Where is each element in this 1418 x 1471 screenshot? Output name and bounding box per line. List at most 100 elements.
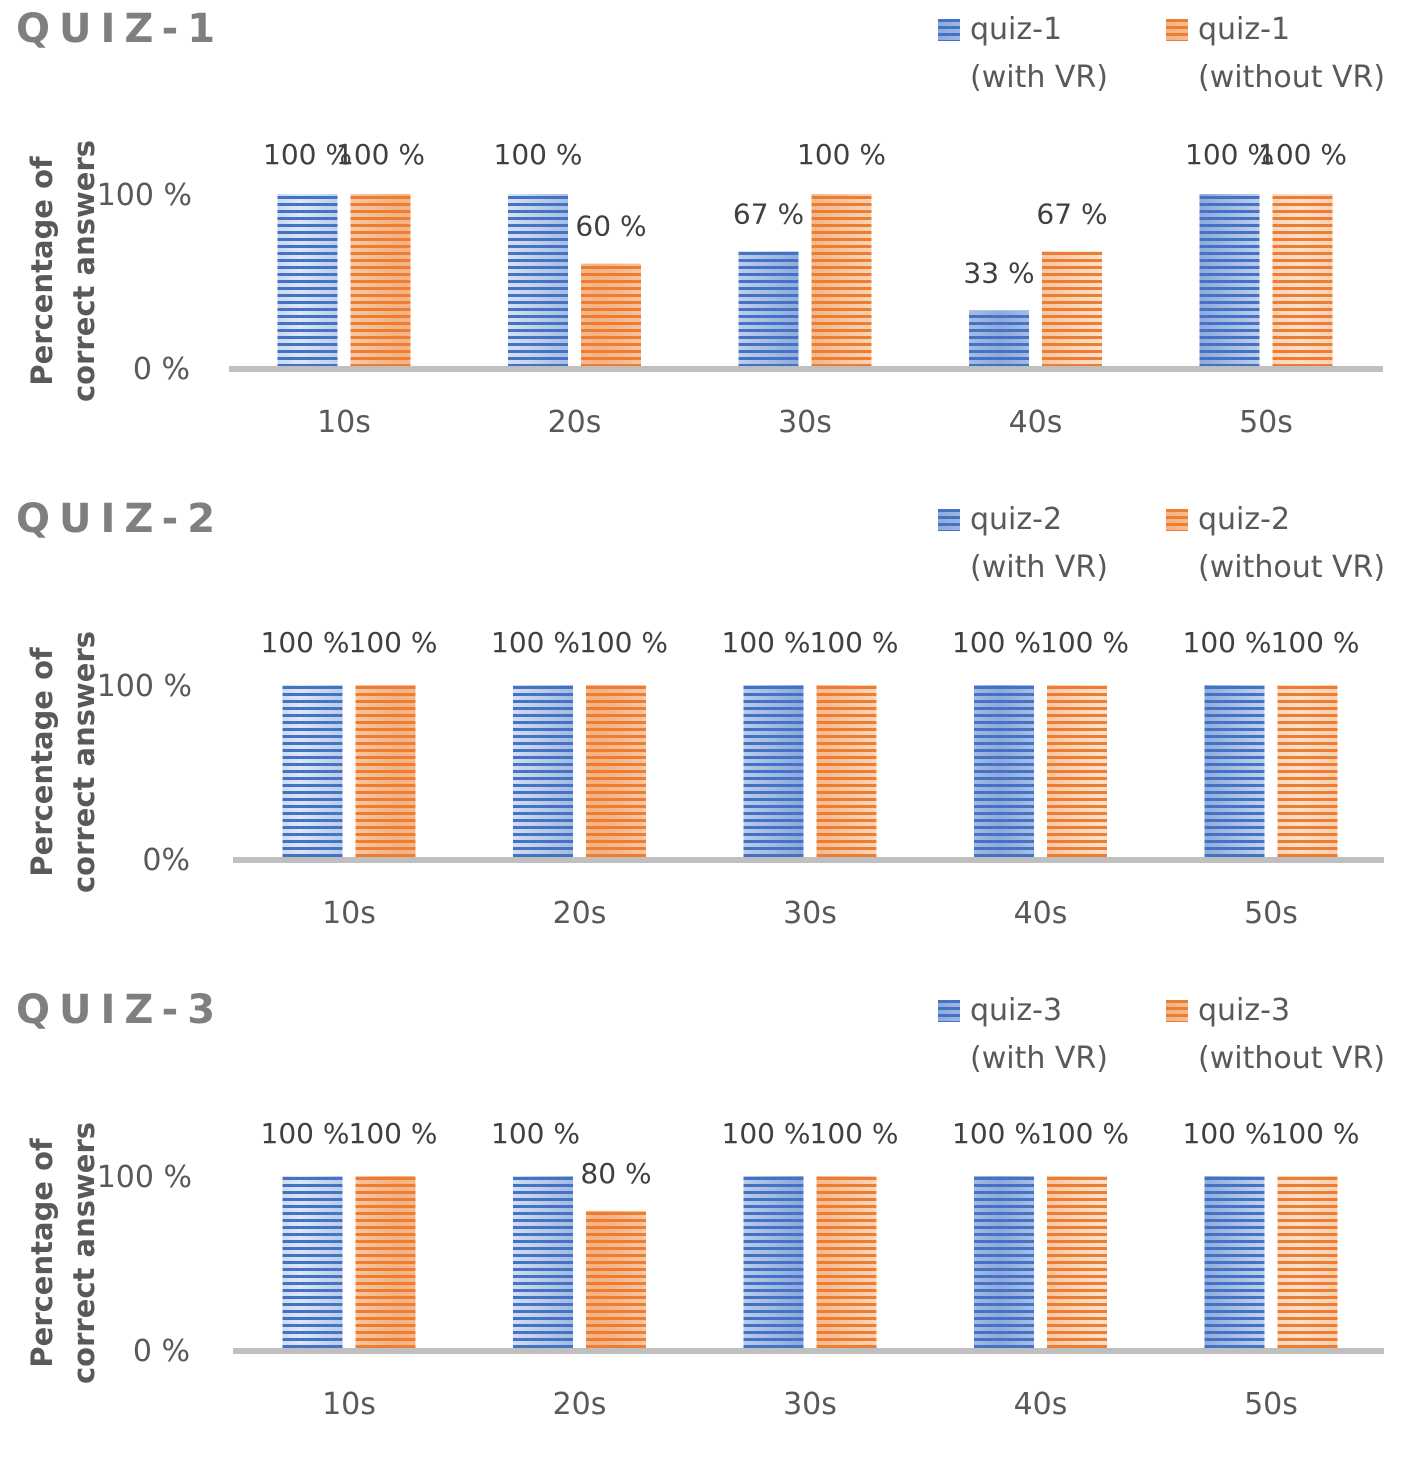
legend-label-line1: quiz-2 (1198, 502, 1291, 537)
bar-with-vr (508, 194, 568, 368)
legend-label-line1: quiz-1 (1198, 12, 1291, 47)
legend-label-line2: (with VR) (970, 550, 1108, 585)
legend-label-line2: (without VR) (1198, 550, 1386, 585)
bar-with-vr (513, 685, 573, 859)
legend-label-line2: (with VR) (970, 60, 1108, 95)
data-label: 100 % (1258, 138, 1347, 171)
data-label: 100 % (1040, 626, 1129, 659)
legend-swatch-without-vr (1166, 19, 1188, 41)
y-tick-label: 0 % (133, 1334, 190, 1369)
y-axis-title: Percentage of correct answers (25, 631, 101, 893)
data-label: 100 % (491, 1117, 580, 1150)
data-label: 100 % (263, 138, 352, 171)
bar-without-vr (355, 1176, 416, 1350)
bar-with-vr (974, 685, 1034, 859)
data-label: 67 % (1036, 197, 1107, 230)
x-tick-label: 30s (778, 405, 832, 440)
chart-title: QUIZ-1 (16, 6, 225, 52)
x-tick-label: 50s (1244, 1387, 1298, 1422)
data-label: 100 % (952, 626, 1041, 659)
x-tick-label: 10s (322, 1387, 376, 1422)
bar-with-vr (969, 310, 1029, 368)
legend-swatch-with-vr (938, 19, 960, 41)
data-label: 100 % (579, 626, 668, 659)
x-tick-label: 20s (553, 1387, 607, 1422)
legend-swatch-without-vr (1166, 509, 1188, 531)
chart-title: QUIZ-2 (16, 496, 225, 542)
x-tick-label: 40s (1014, 896, 1068, 931)
data-label: 100 % (952, 1117, 1041, 1150)
y-tick-label: 100 % (97, 1160, 192, 1195)
x-tick-label: 10s (317, 405, 371, 440)
x-axis-line (229, 366, 1383, 372)
data-label: 100 % (1185, 138, 1274, 171)
legend-label-line2: (with VR) (970, 1041, 1108, 1076)
y-axis-title: Percentage of correct answers (25, 1122, 101, 1384)
x-tick-label: 20s (553, 896, 607, 931)
data-label: 33 % (963, 257, 1034, 290)
x-tick-label: 40s (1014, 1387, 1068, 1422)
bar-with-vr (1204, 1176, 1265, 1350)
data-label: 100 % (261, 626, 350, 659)
data-label: 100 % (722, 1117, 811, 1150)
bar-without-vr (1277, 1176, 1338, 1350)
quiz-3-chart: QUIZ-3 quiz-3 (with VR) quiz-3 (without VR… (0, 981, 1418, 1471)
y-tick-label: 0 % (133, 352, 190, 387)
x-tick-label: 20s (548, 405, 602, 440)
y-axis-title-line: correct answers (67, 1122, 101, 1384)
y-axis-title: Percentage of correct answers (25, 140, 101, 402)
bar-with-vr (974, 1176, 1034, 1350)
bar-with-vr (1204, 685, 1265, 859)
bar-without-vr (816, 1176, 877, 1350)
x-tick-label: 30s (783, 1387, 837, 1422)
bar-with-vr (282, 1176, 343, 1350)
bar-without-vr (350, 194, 411, 368)
data-label: 100 % (349, 626, 438, 659)
bar-with-vr (743, 685, 804, 859)
data-label: 100 % (336, 138, 425, 171)
bar-without-vr (586, 1210, 646, 1350)
bar-without-vr (1047, 685, 1107, 859)
y-axis-title-line: Percentage of (25, 1138, 59, 1368)
bar-with-vr (743, 1176, 804, 1350)
x-tick-label: 40s (1009, 405, 1063, 440)
plot-area: Percentage of correct answers 0 %100 %100 … (25, 1117, 1384, 1422)
legend-swatch-with-vr (938, 509, 960, 531)
y-axis-title-line: correct answers (67, 140, 101, 402)
data-label: 100 % (797, 138, 886, 171)
bar-without-vr (581, 263, 641, 368)
data-label: 100 % (1271, 1117, 1360, 1150)
bar-with-vr (513, 1176, 573, 1350)
y-axis-title-line: Percentage of (25, 156, 59, 386)
data-label: 100 % (491, 626, 580, 659)
x-tick-label: 50s (1239, 405, 1293, 440)
y-axis-title-line: correct answers (67, 631, 101, 893)
x-tick-label: 10s (322, 896, 376, 931)
quiz-2-chart: QUIZ-2 quiz-2 (with VR) quiz-2 (without VR… (0, 490, 1418, 980)
bar-with-vr (738, 251, 799, 368)
x-tick-label: 50s (1244, 896, 1298, 931)
bar-without-vr (1042, 251, 1102, 368)
data-label: 100 % (1040, 1117, 1129, 1150)
data-label: 100 % (810, 626, 899, 659)
bar-without-vr (586, 685, 646, 859)
data-label: 100 % (1271, 626, 1360, 659)
bar-without-vr (1047, 1176, 1107, 1350)
bar-without-vr (355, 685, 416, 859)
data-label: 100 % (810, 1117, 899, 1150)
y-tick-label: 100 % (97, 669, 192, 704)
x-tick-label: 30s (783, 896, 837, 931)
quiz-1-chart: QUIZ-1 quiz-1 (with VR) quiz-1 (without VR… (0, 0, 1418, 490)
bar-without-vr (816, 685, 877, 859)
x-axis-line (233, 1348, 1384, 1354)
bar-without-vr (1277, 685, 1338, 859)
data-label: 100 % (261, 1117, 350, 1150)
plot-area: Percentage of correct answers 0%100 %100 %… (25, 626, 1384, 931)
legend-label-line1: quiz-1 (970, 12, 1063, 47)
legend-label-line1: quiz-2 (970, 502, 1063, 537)
data-label: 67 % (733, 197, 804, 230)
bar-without-vr (1272, 194, 1333, 368)
legend-label-line1: quiz-3 (970, 993, 1063, 1028)
data-label: 100 % (1183, 626, 1272, 659)
chart-title: QUIZ-3 (16, 987, 225, 1033)
